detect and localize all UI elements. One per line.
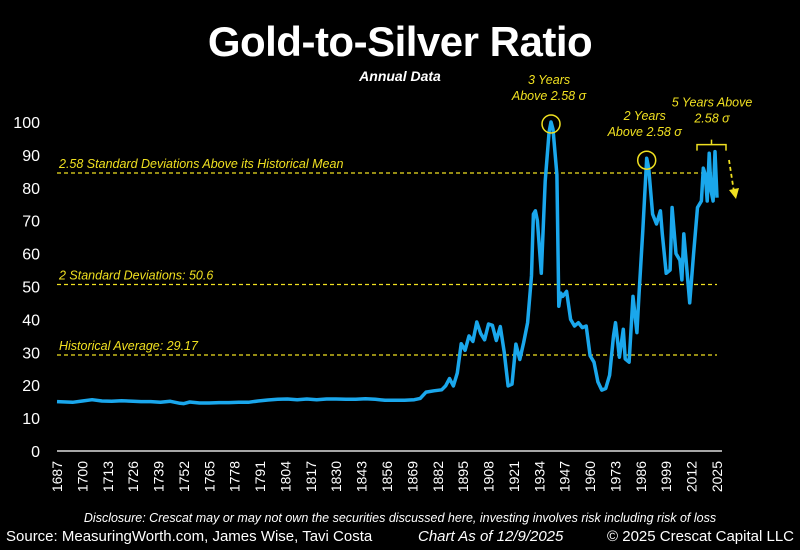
reference-line-label: Historical Average: 29.17 (59, 339, 199, 353)
arrowhead-icon (729, 188, 739, 199)
x-tick-label: 1921 (506, 461, 522, 492)
x-tick-label: 1700 (74, 461, 90, 492)
x-tick-label: 1856 (379, 461, 395, 492)
x-tick-label: 1752 (176, 461, 192, 492)
x-tick-label: 1895 (455, 461, 471, 492)
y-tick-label: 10 (22, 411, 40, 428)
downtrend-arrow (728, 159, 735, 193)
annotation-text: 2 Years (623, 109, 666, 123)
x-tick-label: 1947 (557, 461, 573, 492)
chart-date: Chart As of 12/9/2025 (418, 528, 564, 545)
annotation-circle (541, 114, 561, 134)
x-tick-label: 2025 (709, 461, 725, 492)
x-tick-label: 1934 (531, 461, 547, 492)
chart-title: Gold-to-Silver Ratio (207, 18, 593, 65)
x-tick-label: 1986 (633, 461, 649, 492)
disclosure: Disclosure: Crescat may or may not own t… (83, 511, 717, 525)
x-tick-label: 1817 (303, 461, 319, 492)
x-tick-label: 1726 (125, 461, 141, 492)
x-tick-label: 1999 (658, 461, 674, 492)
y-tick-label: 50 (22, 280, 40, 297)
annotation-text: Above 2.58 σ (607, 125, 683, 139)
x-tick-label: 1882 (430, 461, 446, 492)
annotation-text: Above 2.58 σ (511, 89, 587, 103)
x-tick-label: 2012 (684, 461, 700, 492)
y-tick-label: 40 (22, 312, 40, 329)
x-tick-label: 1713 (100, 461, 116, 492)
y-tick-label: 0 (31, 444, 40, 461)
chart-subtitle: Annual Data (359, 68, 441, 84)
x-tick-label: 1765 (201, 461, 217, 492)
source-note: Source: MeasuringWorth.com, James Wise, … (6, 528, 373, 545)
x-tick-label: 1804 (277, 461, 293, 492)
x-tick-label: 1739 (151, 461, 167, 492)
x-tick-label: 1791 (252, 461, 268, 492)
y-tick-label: 90 (22, 148, 40, 165)
y-tick-label: 70 (22, 214, 40, 231)
y-tick-label: 30 (22, 345, 40, 362)
x-tick-label: 1687 (49, 461, 65, 492)
y-tick-label: 80 (22, 181, 40, 198)
copyright: © 2025 Crescat Capital LLC (607, 528, 794, 545)
x-tick-label: 1843 (354, 461, 370, 492)
x-tick-label: 1973 (607, 461, 623, 492)
annotation-bracket (696, 139, 727, 151)
annotation-circle (636, 150, 657, 170)
y-tick-label: 60 (22, 247, 40, 264)
annotation-text: 2.58 σ (693, 112, 730, 126)
x-tick-label: 1869 (404, 461, 420, 492)
y-tick-label: 20 (22, 378, 40, 395)
reference-line-label: 2.58 Standard Deviations Above its Histo… (58, 157, 343, 171)
annotation-text: 5 Years Above (672, 96, 753, 110)
x-tick-label: 1960 (582, 461, 598, 492)
x-tick-label: 1908 (481, 461, 497, 492)
x-tick-label: 1830 (328, 461, 344, 492)
annotation-text: 3 Years (528, 73, 570, 87)
series-line (56, 120, 719, 406)
reference-line-label: 2 Standard Deviations: 50.6 (58, 269, 213, 283)
y-tick-label: 100 (13, 115, 40, 132)
x-tick-label: 1778 (227, 461, 243, 492)
